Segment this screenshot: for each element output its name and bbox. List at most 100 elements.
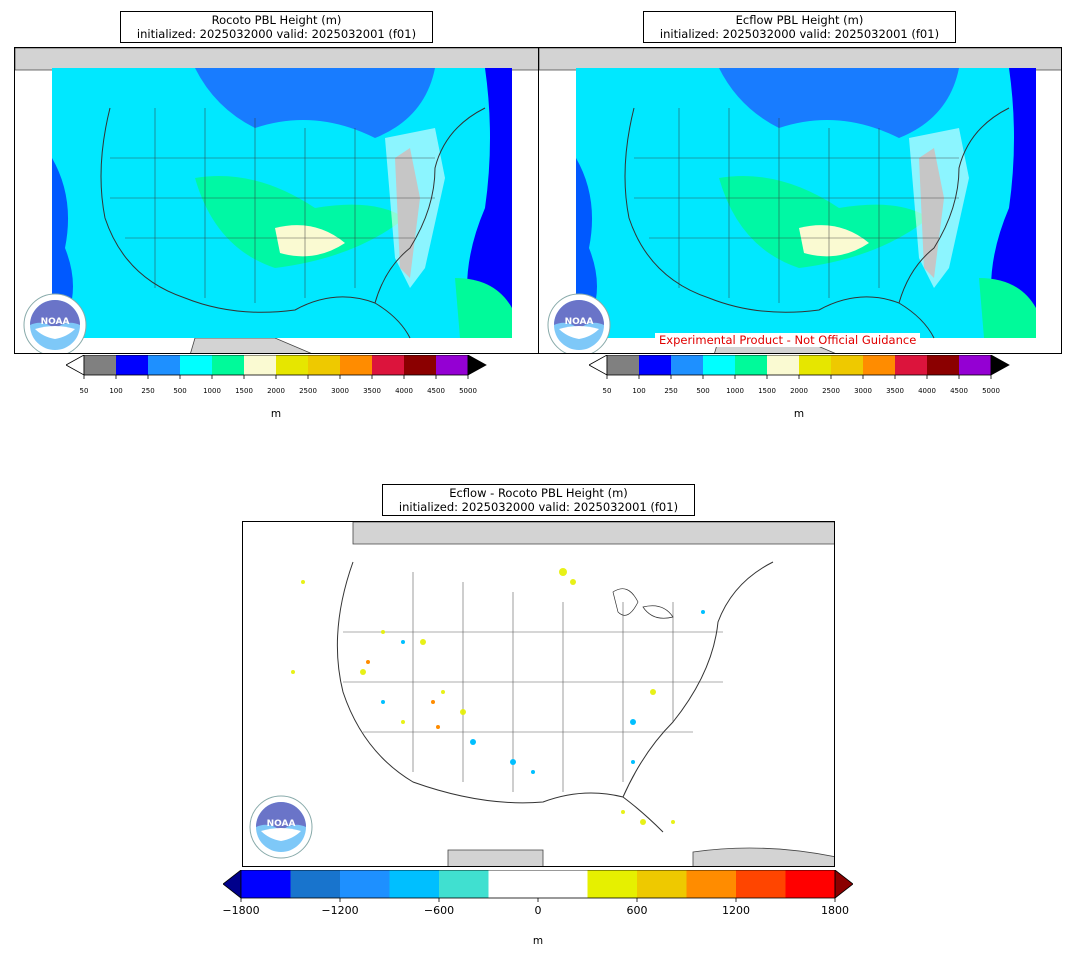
panel-diff-title-line2: initialized: 2025032000 valid: 202503200…	[398, 500, 679, 514]
colorbar-tick-label: 1500	[758, 387, 776, 395]
colorbar-segment	[637, 870, 687, 898]
colorbar-segment	[308, 355, 341, 375]
pbl-white-speckle	[909, 128, 969, 288]
noaa-logo-text: NOAA	[266, 819, 296, 829]
colorbar-segment	[895, 355, 928, 375]
state-lines	[110, 108, 435, 303]
colorbar-tick-label: 3000	[331, 387, 349, 395]
state-lines	[634, 108, 959, 303]
colorbar-segment	[863, 355, 896, 375]
pbl-green-plains	[719, 176, 929, 268]
coastline	[100, 107, 486, 339]
colorbar-tick-label: 5000	[982, 387, 1000, 395]
colorbar-tick-label: 100	[632, 387, 646, 395]
colorbar-difference-unit: m	[532, 935, 544, 947]
colorbar-segment	[241, 870, 291, 898]
colorbar-tick-label: 3500	[886, 387, 904, 395]
colorbar-segment	[84, 355, 117, 375]
colorbar-tick-label: 5000	[459, 387, 477, 395]
colorbar-segment	[148, 355, 181, 375]
canada-land	[15, 48, 538, 71]
diff-speckles-yellow	[291, 568, 675, 825]
coastline	[624, 107, 1010, 339]
pbl-white-speckle	[385, 128, 445, 288]
map-ecflow[interactable]: NOAA	[538, 47, 1062, 354]
panel-rocoto-title-line1: Rocoto PBL Height (m)	[211, 13, 342, 27]
panel-ecflow-title: Ecflow PBL Height (m) initialized: 20250…	[643, 11, 956, 43]
colorbar-tick-label: 4000	[918, 387, 936, 395]
colorbar-tick-label: 500	[173, 387, 187, 395]
colorbar-tick-label: −600	[423, 904, 455, 917]
colorbar-tick-label: 250	[141, 387, 155, 395]
colorbar-segment	[736, 870, 786, 898]
colorbar-over-extend	[834, 870, 853, 899]
colorbar-tick-label: 500	[696, 387, 710, 395]
map-rocoto-svg	[15, 48, 538, 353]
colorbar-segment	[116, 355, 149, 375]
colorbar-segment	[404, 355, 437, 375]
colorbar-segment	[831, 355, 864, 375]
colorbar-segment	[927, 355, 960, 375]
state-lines	[343, 572, 723, 792]
diff-speckles-cyan	[381, 610, 705, 774]
colorbar-tick-label: 4500	[950, 387, 968, 395]
colorbar-tick-label: 2000	[790, 387, 808, 395]
map-ecflow-svg	[539, 48, 1061, 353]
pbl-green-atlantic	[979, 278, 1036, 338]
colorbar-under-extend	[223, 870, 242, 899]
colorbar-segment	[290, 870, 341, 898]
colorbar-segment	[244, 355, 277, 375]
pbl-blue-east	[991, 68, 1036, 338]
colorbar-tick-label: 600	[626, 904, 648, 917]
pbl-blue-east	[467, 68, 512, 338]
map-difference-svg	[291, 522, 834, 866]
colorbar-segment	[799, 355, 832, 375]
colorbar-segment	[340, 870, 390, 898]
panel-ecflow-title-line2: initialized: 2025032000 valid: 202503200…	[659, 27, 940, 41]
colorbar-segment	[340, 355, 373, 375]
panel-diff-title: Ecflow - Rocoto PBL Height (m) initializ…	[382, 484, 695, 516]
pbl-green-plains	[195, 176, 405, 268]
colorbar-tick-label: 1800	[821, 904, 849, 917]
map-difference[interactable]: NOAA	[242, 521, 835, 867]
colorbar-ecflow	[589, 355, 1010, 379]
noaa-logo-text: NOAA	[564, 317, 594, 327]
colorbar-tick-label: 0	[534, 904, 542, 917]
coastline	[336, 561, 774, 833]
colorbar-under-extend	[66, 355, 85, 376]
colorbar-tick-label: −1800	[222, 904, 260, 917]
colorbar-segment	[607, 355, 640, 375]
map-rocoto[interactable]: NOAA	[14, 47, 539, 354]
colorbar-rocoto	[66, 355, 487, 379]
colorbar-tick-label: 1200	[722, 904, 750, 917]
colorbar-segment	[276, 355, 309, 375]
pbl-deep-blue-west	[576, 158, 597, 338]
colorbar-ecflow-unit: m	[793, 408, 805, 420]
colorbar-tick-label: 1500	[235, 387, 253, 395]
mexico-land	[447, 849, 544, 866]
colorbar-segment	[703, 355, 736, 375]
pbl-yellow-texas	[799, 225, 869, 257]
colorbar-tick-label: 250	[664, 387, 678, 395]
colorbar-tick-label: 1000	[726, 387, 744, 395]
colorbar-segment	[767, 355, 800, 375]
panel-rocoto-title: Rocoto PBL Height (m) initialized: 20250…	[120, 11, 433, 43]
colorbar-tick-label: 4500	[427, 387, 445, 395]
colorbar-over-extend	[990, 355, 1010, 376]
colorbar-segment	[488, 870, 539, 898]
panel-diff-title-line1: Ecflow - Rocoto PBL Height (m)	[449, 486, 628, 500]
pbl-deep-blue-west	[52, 158, 73, 338]
noaa-logo-text: NOAA	[40, 317, 70, 327]
colorbar-segment	[439, 870, 489, 898]
colorbar-segment	[180, 355, 213, 375]
mexico-land	[190, 337, 312, 353]
colorbar-segment	[372, 355, 405, 375]
colorbar-segment	[959, 355, 992, 375]
colorbar-tick-label: 2500	[822, 387, 840, 395]
colorbar-rocoto-unit: m	[270, 408, 282, 420]
canada-land	[539, 48, 1061, 71]
colorbar-over-extend	[467, 355, 487, 376]
canada-land	[352, 522, 834, 545]
colorbar-tick-label: 100	[109, 387, 123, 395]
colorbar-segment	[587, 870, 638, 898]
